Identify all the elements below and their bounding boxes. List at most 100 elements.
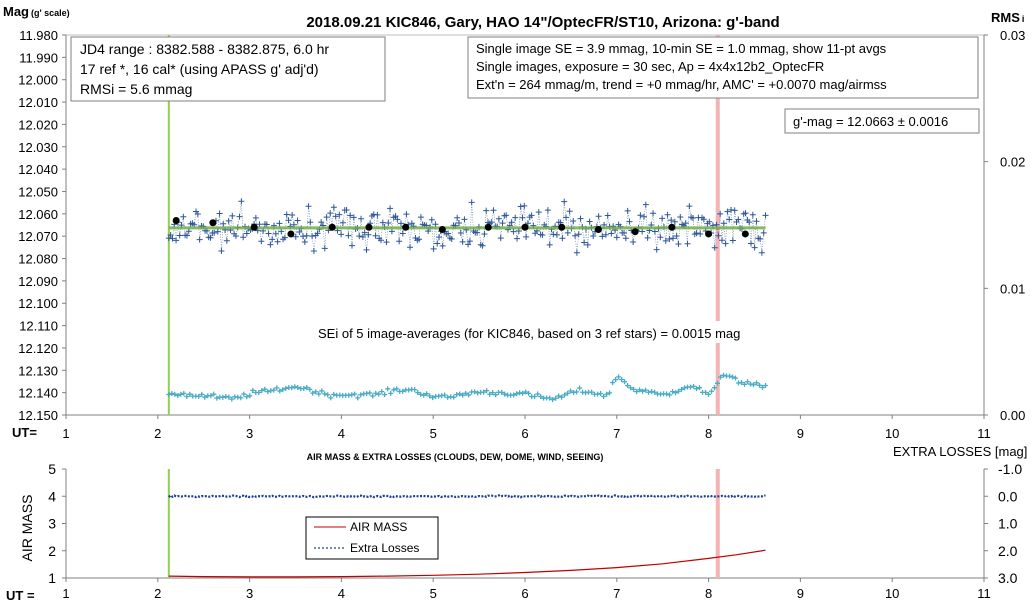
single-image-point bbox=[378, 237, 385, 244]
rmsi-point bbox=[676, 388, 682, 394]
average-point bbox=[741, 230, 749, 238]
single-image-point bbox=[483, 207, 490, 214]
single-image-point bbox=[735, 216, 742, 223]
single-image-point bbox=[332, 213, 339, 220]
single-image-point bbox=[258, 238, 265, 245]
single-image-point bbox=[379, 219, 386, 226]
single-image-point bbox=[641, 213, 647, 220]
single-image-point bbox=[570, 218, 577, 225]
info-left-line-1: JD4 range : 8382.588 - 8382.875, 6.0 hr bbox=[80, 41, 329, 57]
single-image-point bbox=[718, 237, 725, 244]
rmsi-point bbox=[199, 391, 205, 397]
single-image-point bbox=[338, 231, 345, 238]
rmsi-point bbox=[238, 395, 244, 401]
single-image-point bbox=[169, 235, 176, 242]
bottom-x-tick-label: 3 bbox=[246, 586, 253, 601]
single-image-point bbox=[466, 238, 473, 245]
rmsi-point bbox=[751, 382, 757, 388]
rmsi-point bbox=[712, 385, 718, 391]
bottom-chart-title: AIR MASS & EXTRA LOSSES (CLOUDS, DEW, DO… bbox=[307, 452, 604, 462]
rmsi-point bbox=[631, 386, 637, 392]
rmsi-point bbox=[757, 382, 763, 388]
rmsi-point bbox=[664, 391, 670, 397]
rmsi-point bbox=[481, 389, 487, 395]
rmsi-point bbox=[538, 393, 544, 399]
rmsi-point bbox=[256, 390, 262, 396]
rmsi-point bbox=[607, 390, 613, 396]
single-image-point bbox=[715, 232, 722, 239]
rmsi-point bbox=[166, 392, 172, 398]
single-image-point bbox=[432, 221, 439, 228]
single-image-point bbox=[272, 230, 279, 237]
single-image-point bbox=[563, 214, 570, 221]
info-left-line-3: RMSi = 5.6 mmag bbox=[80, 81, 192, 97]
rmsi-point bbox=[382, 392, 388, 398]
rmsi-point bbox=[241, 391, 247, 397]
rmsi-point bbox=[259, 388, 265, 394]
single-image-point bbox=[448, 236, 455, 243]
bottom-x-tick-label: 4 bbox=[338, 586, 345, 601]
single-image-point bbox=[650, 210, 657, 217]
rmsi-point bbox=[721, 372, 727, 378]
single-image-point bbox=[586, 218, 593, 225]
top-x-tick-label: 3 bbox=[246, 426, 253, 441]
top-chart-ticks: 11.980 11.990 12.000 12.010 12.020 12.030 12.0… bbox=[18, 28, 1025, 441]
single-image-point bbox=[753, 218, 760, 225]
single-image-point bbox=[760, 229, 767, 236]
single-image-point bbox=[265, 230, 272, 237]
single-image-point bbox=[256, 221, 263, 228]
single-image-point bbox=[350, 214, 357, 221]
rmsi-point bbox=[646, 389, 652, 395]
rmsi-point bbox=[574, 389, 580, 395]
single-image-point bbox=[459, 238, 466, 245]
single-image-point bbox=[717, 210, 724, 217]
rmsi-point bbox=[577, 385, 583, 391]
single-image-point bbox=[510, 228, 517, 235]
top-y-axis-label: Mag (g' scale) bbox=[3, 4, 70, 19]
rmsi-point bbox=[634, 389, 640, 395]
single-image-point bbox=[497, 235, 504, 242]
top-x-tick-label: 1 bbox=[62, 426, 69, 441]
rmsi-point bbox=[214, 395, 220, 401]
rmsi-point bbox=[742, 381, 748, 387]
rmsi-point bbox=[301, 386, 307, 392]
rmsi-point bbox=[262, 386, 268, 392]
rmsi-point bbox=[304, 384, 310, 390]
rmsi-point bbox=[313, 389, 319, 395]
single-image-point bbox=[590, 232, 597, 239]
single-image-point bbox=[572, 232, 579, 239]
rmsi-point bbox=[694, 386, 700, 392]
single-image-point bbox=[356, 233, 363, 240]
sei-label: SEi of 5 image-averages (for KIC846, bas… bbox=[318, 326, 740, 341]
sei-box: SEi of 5 image-averages (for KIC846, bas… bbox=[311, 321, 759, 343]
gmag-box: g'-mag = 12.0663 ± 0.0016 bbox=[784, 108, 980, 134]
single-image-point bbox=[651, 228, 658, 235]
rmsi-point bbox=[643, 387, 649, 393]
rmsi-point bbox=[367, 390, 373, 396]
rmsi-point bbox=[514, 391, 520, 397]
single-image-point bbox=[296, 228, 303, 235]
rmsi-point bbox=[670, 389, 676, 395]
single-image-point bbox=[336, 211, 343, 218]
single-image-point bbox=[196, 236, 203, 243]
single-image-point bbox=[499, 220, 506, 227]
rmsi-point bbox=[565, 390, 571, 396]
info-box-left: JD4 range : 8382.588 - 8382.875, 6.0 hr … bbox=[70, 36, 386, 102]
single-image-point bbox=[363, 246, 370, 253]
average-point bbox=[631, 228, 639, 236]
bottom-y2-title: EXTRA LOSSES [mag] bbox=[893, 444, 1027, 459]
rmsi-point bbox=[271, 387, 277, 393]
single-image-point bbox=[514, 235, 521, 242]
single-image-point bbox=[479, 242, 486, 249]
rmsi-point bbox=[688, 384, 694, 390]
rmsi-point bbox=[523, 389, 529, 395]
single-image-point bbox=[762, 212, 769, 219]
rmsi-point bbox=[370, 393, 376, 399]
single-image-point bbox=[392, 213, 399, 220]
rmsi-point bbox=[307, 386, 313, 392]
rmsi-point bbox=[172, 391, 178, 397]
bottom-x-tick-label: 1 bbox=[62, 586, 69, 601]
rmsi-point bbox=[184, 393, 190, 399]
average-point bbox=[705, 230, 713, 238]
rmsi-point bbox=[265, 389, 271, 395]
